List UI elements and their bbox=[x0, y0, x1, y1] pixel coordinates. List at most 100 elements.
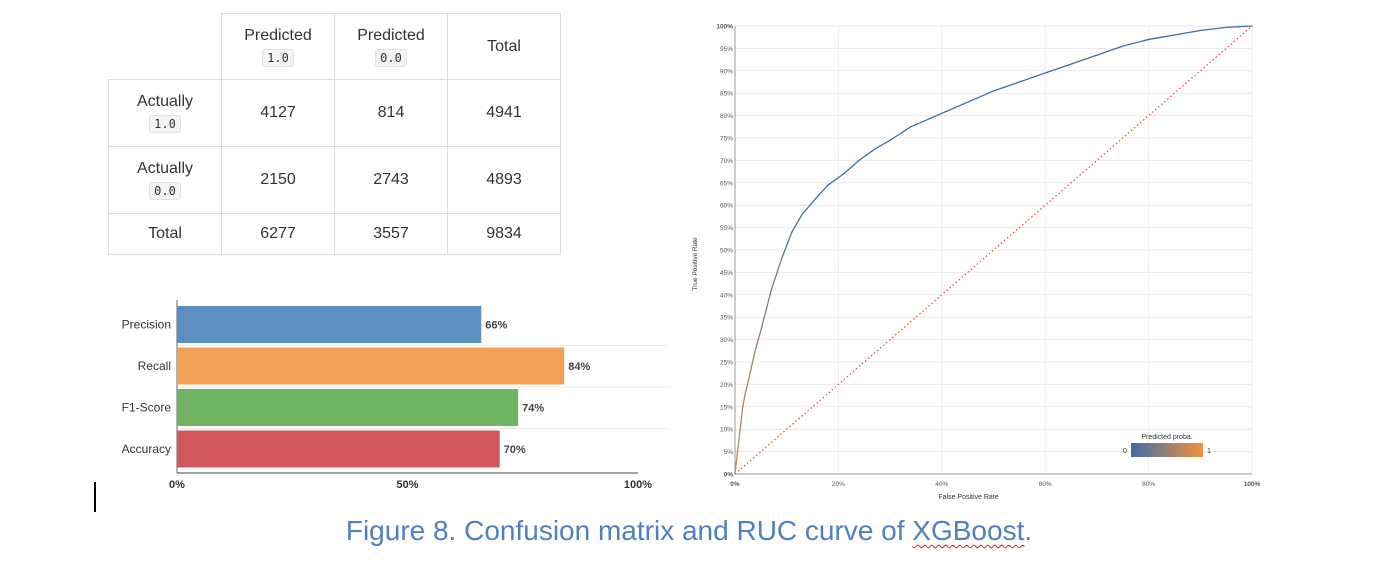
data-label: 84% bbox=[568, 361, 590, 373]
caption-model-name: XGBoost bbox=[912, 515, 1025, 546]
y-tick-label: 35% bbox=[720, 315, 733, 322]
roc-curve-segment bbox=[889, 126, 912, 141]
row-code: 1.0 bbox=[149, 115, 181, 133]
roc-curve-chart: 0%5%10%15%20%25%30%35%40%45%50%55%60%65%… bbox=[692, 24, 1261, 502]
header-code: 1.0 bbox=[262, 48, 294, 67]
y-tick-label: 0% bbox=[724, 472, 734, 479]
y-tick-label: 60% bbox=[720, 203, 733, 210]
roc-curve-segment bbox=[1199, 26, 1227, 32]
roc-curve-segment bbox=[827, 173, 845, 186]
roc-curve-segment bbox=[1173, 29, 1201, 36]
roc-curve-segment bbox=[992, 81, 1021, 92]
roc-curve-segment bbox=[749, 347, 757, 372]
x-tick-label: 100% bbox=[1244, 481, 1261, 488]
roc-curve-segment bbox=[858, 148, 876, 162]
confusion-matrix-table: Predicted 1.0 Predicted 0.0 Total Actual… bbox=[108, 13, 561, 255]
roc-curve-segment bbox=[742, 392, 746, 408]
roc-curve-segment bbox=[1018, 72, 1046, 83]
x-tick-label: 50% bbox=[396, 479, 418, 491]
table-row: Actually 1.0 4127 814 4941 bbox=[108, 79, 561, 147]
roc-curve-segment bbox=[744, 370, 752, 395]
metrics-bar-chart: Precision 66% Recall 84% F1-Score 74% Accuracy… bbox=[122, 300, 670, 491]
roc-curve-segment bbox=[801, 195, 819, 215]
category-label: F1-Score bbox=[122, 401, 172, 415]
y-tick-label: 5% bbox=[724, 449, 734, 456]
table-row: Actually 0.0 2150 2743 4893 bbox=[108, 146, 561, 214]
roc-curve-segment bbox=[760, 289, 772, 332]
roc-curve-segment bbox=[736, 428, 741, 453]
data-label: 70% bbox=[504, 444, 526, 456]
roc-curve-segment bbox=[1096, 45, 1124, 56]
y-tick-label: 20% bbox=[720, 382, 733, 389]
legend-min-label: 0 bbox=[1123, 448, 1127, 455]
header-label: Predicted bbox=[357, 26, 425, 44]
header-code: 0.0 bbox=[375, 48, 407, 67]
caption-period: . bbox=[1024, 515, 1033, 546]
x-tick-label: 0% bbox=[730, 481, 740, 488]
y-tick-label: 90% bbox=[720, 68, 733, 75]
category-label: Recall bbox=[138, 359, 171, 373]
row-total-cell: 4941 bbox=[447, 79, 561, 147]
legend-max-label: 1 bbox=[1207, 448, 1211, 455]
roc-curve-segment bbox=[734, 450, 739, 475]
roc-curve-segment bbox=[1147, 34, 1176, 41]
y-tick-label: 15% bbox=[720, 404, 733, 411]
x-tick-label: 80% bbox=[1142, 481, 1155, 488]
y-tick-label: 55% bbox=[720, 225, 733, 232]
row-header-actually-0: Actually 0.0 bbox=[108, 146, 222, 214]
true-positive-cell: 4127 bbox=[221, 79, 335, 147]
row-code: 0.0 bbox=[149, 182, 181, 200]
row-label: Actually bbox=[136, 93, 194, 110]
x-tick-label: 60% bbox=[1039, 481, 1052, 488]
legend-title: Predicted proba. bbox=[1141, 434, 1192, 441]
bar-accuracy bbox=[177, 430, 500, 468]
table-total-row: Total 6277 3557 9834 bbox=[108, 213, 561, 255]
true-negative-cell: 2743 bbox=[334, 146, 448, 214]
roc-curve-segment bbox=[1122, 38, 1150, 47]
y-tick-label: 40% bbox=[720, 292, 733, 299]
roc-curve-segment bbox=[1070, 54, 1098, 65]
roc-curve-segment bbox=[739, 406, 744, 430]
corner-cell bbox=[108, 13, 222, 80]
header-predicted-1: Predicted 1.0 bbox=[221, 13, 335, 80]
roc-curve-segment bbox=[780, 231, 793, 260]
category-label: Precision bbox=[122, 318, 171, 332]
data-label: 74% bbox=[522, 403, 544, 415]
x-tick-label: 100% bbox=[624, 479, 652, 491]
y-tick-label: 30% bbox=[720, 337, 733, 344]
x-axis-label: False Positive Rate bbox=[938, 494, 998, 501]
caption-text: Figure 8. Confusion matrix and RUC curve… bbox=[345, 515, 913, 546]
y-tick-label: 25% bbox=[720, 360, 733, 367]
roc-curve-segment bbox=[951, 99, 974, 110]
roc-curve-segment bbox=[1225, 25, 1253, 28]
header-total: Total bbox=[447, 13, 561, 80]
y-axis-label: True Positive Rate bbox=[692, 237, 699, 291]
y-tick-label: 10% bbox=[720, 427, 733, 434]
header-predicted-0: Predicted 0.0 bbox=[334, 13, 448, 80]
data-label: 66% bbox=[485, 320, 507, 332]
y-tick-label: 95% bbox=[720, 46, 733, 53]
y-tick-label: 65% bbox=[720, 180, 733, 187]
false-negative-cell: 814 bbox=[334, 79, 448, 147]
roc-curve-segment bbox=[930, 108, 953, 119]
y-tick-label: 45% bbox=[720, 270, 733, 277]
roc-curve-segment bbox=[1044, 63, 1072, 74]
y-tick-label: 85% bbox=[720, 91, 733, 98]
roc-curve-segment bbox=[873, 139, 891, 150]
y-tick-label: 80% bbox=[720, 113, 733, 120]
y-tick-label: 50% bbox=[720, 248, 733, 255]
text-cursor bbox=[94, 482, 96, 512]
header-label: Predicted bbox=[244, 26, 312, 44]
row-total-cell: 4893 bbox=[447, 146, 561, 214]
x-tick-label: 40% bbox=[935, 481, 948, 488]
legend-color-bar bbox=[1131, 443, 1203, 457]
roc-curve-segment bbox=[842, 159, 860, 175]
false-positive-cell: 2150 bbox=[221, 146, 335, 214]
y-tick-label: 100% bbox=[716, 24, 733, 31]
x-tick-label: 0% bbox=[169, 479, 185, 491]
category-label: Accuracy bbox=[122, 442, 171, 456]
bar-precision bbox=[177, 306, 482, 343]
roc-curve-segment bbox=[972, 90, 995, 101]
x-tick-label: 20% bbox=[832, 481, 845, 488]
y-tick-label: 70% bbox=[720, 158, 733, 165]
